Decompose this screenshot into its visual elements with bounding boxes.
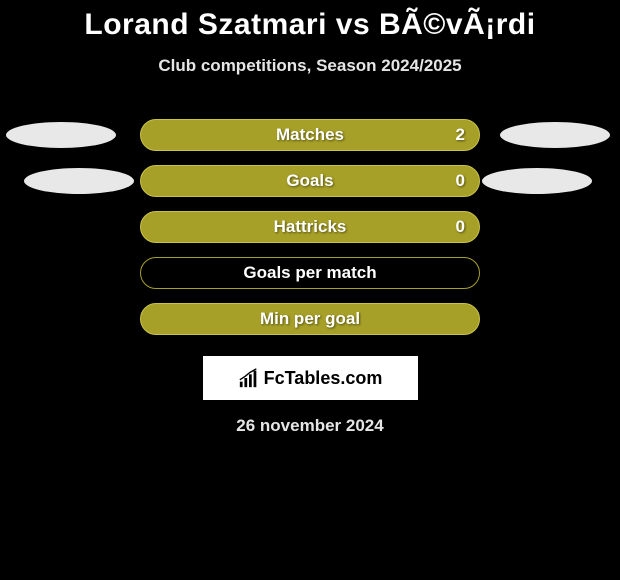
stat-row: Goals per match	[0, 250, 620, 296]
logo-box: FcTables.com	[203, 356, 418, 400]
bar-wrap: Matches 2	[140, 119, 480, 151]
comparison-infographic: Lorand Szatmari vs BÃ©vÃ¡rdi Club compet…	[0, 0, 620, 436]
stat-label: Min per goal	[260, 309, 360, 329]
bar-wrap: Goals 0	[140, 165, 480, 197]
stat-bar: Min per goal	[140, 303, 480, 335]
left-ellipse	[6, 122, 116, 148]
bar-wrap: Hattricks 0	[140, 211, 480, 243]
page-title: Lorand Szatmari vs BÃ©vÃ¡rdi	[0, 0, 620, 42]
date-text: 26 november 2024	[0, 416, 620, 436]
stat-label: Matches	[276, 125, 344, 145]
left-ellipse	[24, 168, 134, 194]
stat-row: Min per goal	[0, 296, 620, 342]
stat-label: Hattricks	[274, 217, 347, 237]
stat-rows: Matches 2 Goals 0 Hattricks 0 Goals per match M…	[0, 112, 620, 342]
stat-row: Hattricks 0	[0, 204, 620, 250]
bar-wrap: Min per goal	[140, 303, 480, 335]
stat-bar: Matches 2	[140, 119, 480, 151]
fctables-logo-icon	[238, 367, 260, 389]
stat-value: 0	[456, 171, 465, 191]
stat-row: Matches 2	[0, 112, 620, 158]
stat-label: Goals	[286, 171, 333, 191]
page-subtitle: Club competitions, Season 2024/2025	[0, 56, 620, 76]
right-ellipse	[500, 122, 610, 148]
stat-label: Goals per match	[243, 263, 376, 283]
stat-row: Goals 0	[0, 158, 620, 204]
bar-wrap: Goals per match	[140, 257, 480, 289]
stat-value: 0	[456, 217, 465, 237]
stat-value: 2	[456, 125, 465, 145]
stat-bar: Goals 0	[140, 165, 480, 197]
right-ellipse	[482, 168, 592, 194]
logo-text: FcTables.com	[264, 368, 383, 389]
stat-bar: Goals per match	[140, 257, 480, 289]
stat-bar: Hattricks 0	[140, 211, 480, 243]
